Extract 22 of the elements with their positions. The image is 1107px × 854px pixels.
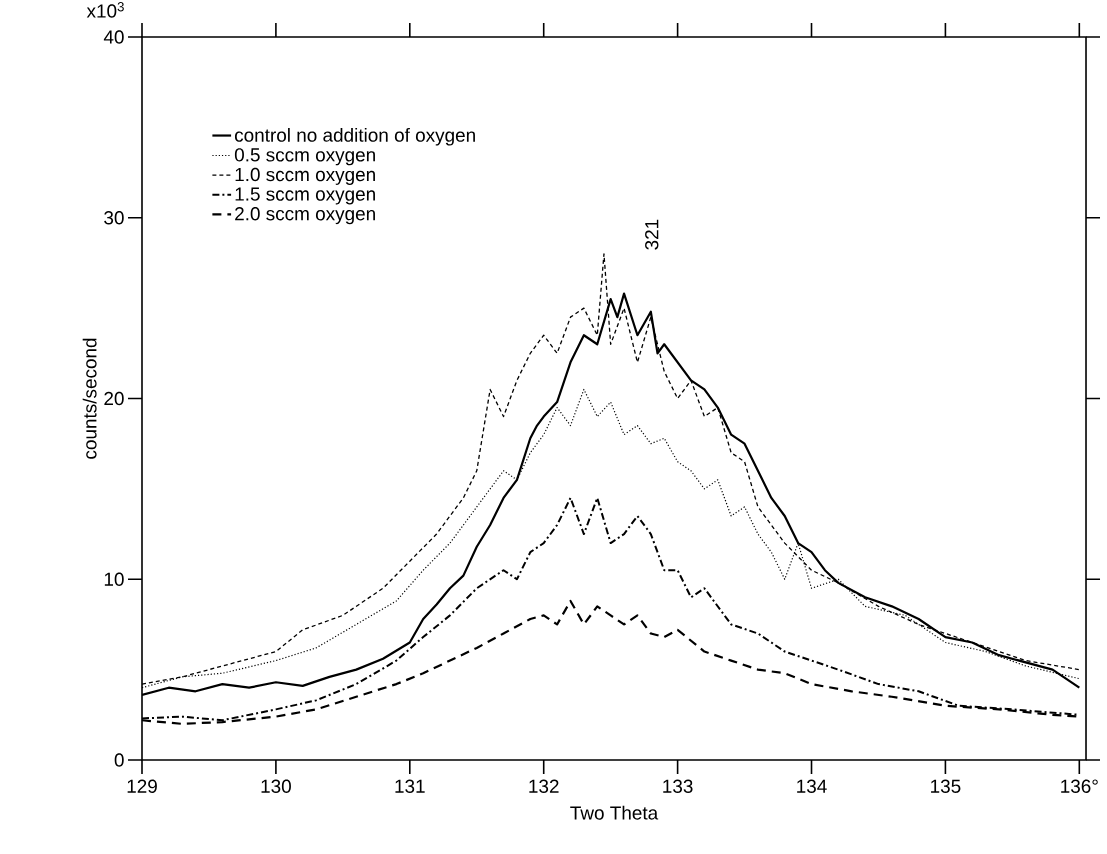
y-tick-label: 30 xyxy=(104,211,124,225)
legend-label: 0.5 sccm oxygen xyxy=(234,148,375,166)
text: x10$^{3}$ xyxy=(86,2,124,18)
y-tick-label: 0 xyxy=(114,753,124,767)
x-tick-label: 129 xyxy=(127,779,157,793)
y-tick-label: 40 xyxy=(103,30,124,44)
legend-label: 1.5 sccm oxygen xyxy=(235,187,375,205)
annotation: 321 xyxy=(645,219,659,250)
legend-label: control no addition of oxygen xyxy=(234,127,475,146)
x-tick-label: 130 xyxy=(261,779,291,793)
x-tick-label: 133 xyxy=(663,779,693,793)
legend-label: 2.0 sccm oxygen xyxy=(235,207,375,225)
x-tick-label: 136° xyxy=(1061,779,1098,793)
x-tick-label: 135 xyxy=(931,779,961,793)
y-tick-label: 20 xyxy=(104,391,124,406)
y-axis-title: counts/second xyxy=(82,338,97,459)
x-tick-label: 132 xyxy=(529,779,559,793)
legend-label: 1.0 sccm oxygen xyxy=(235,167,375,185)
x-axis-title: Two Theta xyxy=(570,805,659,820)
x-tick-label: 131 xyxy=(395,779,425,793)
y-tick-label: 10 xyxy=(104,572,124,586)
x-tick-label: 134 xyxy=(797,779,827,793)
